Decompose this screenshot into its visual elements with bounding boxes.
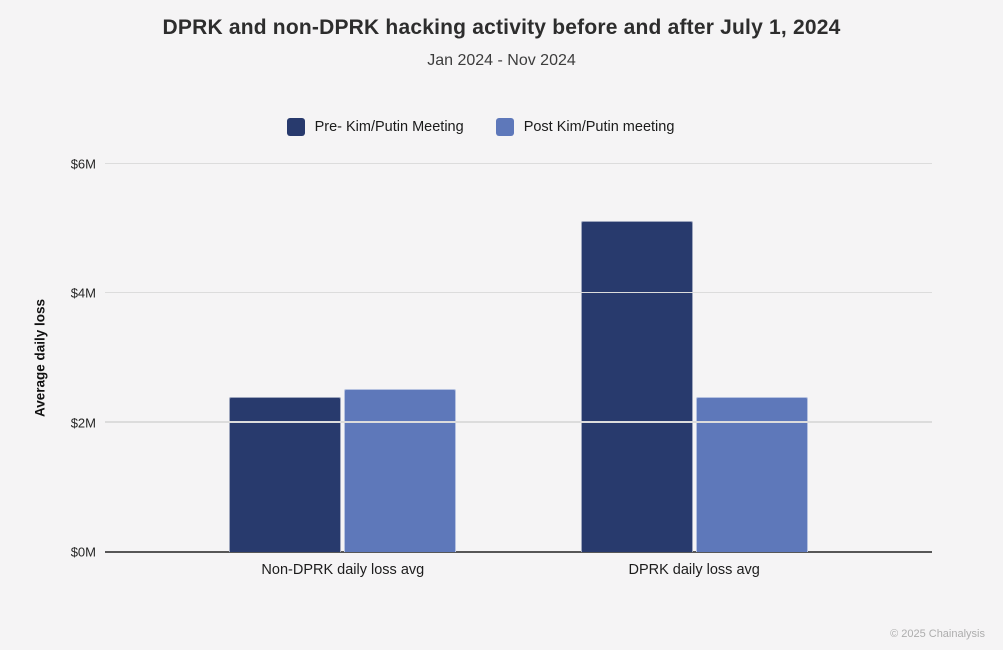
- y-tick-label: $0M: [70, 544, 96, 560]
- legend: Pre- Kim/Putin Meeting Post Kim/Putin mee…: [0, 118, 961, 136]
- gridline: [105, 162, 932, 164]
- legend-swatch: [495, 118, 514, 136]
- gridline: [105, 291, 932, 294]
- x-category-label: Non-DPRK daily loss avg: [261, 562, 425, 578]
- gridline: [105, 421, 932, 423]
- bar-post-kim-putin-meeting: [344, 389, 457, 552]
- chart-title: DPRK and non-DPRK hacking activity befor…: [162, 16, 841, 39]
- y-axis-title: Average daily loss: [32, 298, 48, 418]
- y-tick-label: $2M: [70, 415, 96, 431]
- copyright-text: © 2025 Chainalysis: [890, 628, 985, 640]
- bar-group: DPRK daily loss avg: [580, 164, 808, 578]
- legend-swatch: [286, 118, 305, 136]
- bar-groups: Non-DPRK daily loss avg DPRK daily loss a…: [105, 164, 932, 578]
- bar-group: Non-DPRK daily loss avg: [229, 164, 457, 578]
- bar-post-kim-putin-meeting: [695, 396, 808, 552]
- legend-label: Post Kim/Putin meeting: [523, 119, 675, 135]
- legend-label: Pre- Kim/Putin Meeting: [314, 119, 464, 135]
- legend-item: Pre- Kim/Putin Meeting: [286, 118, 464, 136]
- x-axis-line: [105, 551, 932, 553]
- y-tick-label: $4M: [70, 285, 96, 301]
- plot-area: Non-DPRK daily loss avg DPRK daily loss a…: [71, 157, 932, 578]
- legend-item: Post Kim/Putin meeting: [495, 118, 675, 136]
- bar-pre-kim-putin-meeting: [580, 220, 693, 552]
- x-category-label: DPRK daily loss avg: [628, 562, 760, 578]
- chart-subtitle: Jan 2024 - Nov 2024: [427, 52, 576, 69]
- bar-pre-kim-putin-meeting: [229, 396, 342, 552]
- y-tick-label: $6M: [70, 156, 96, 172]
